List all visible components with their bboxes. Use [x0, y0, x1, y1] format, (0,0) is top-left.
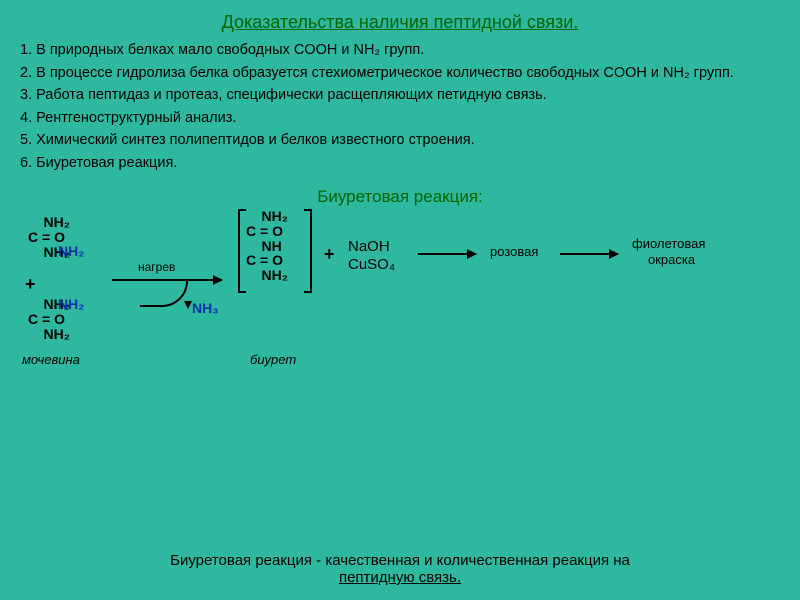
- evidence-point-2: 2. В процессе гидролиза белка образуется…: [20, 64, 780, 84]
- nh3-arrow: [140, 279, 188, 307]
- footer-underlined: пептидную связь.: [339, 569, 461, 586]
- plus-sign-2: +: [324, 245, 335, 264]
- violet-label-2: окраска: [648, 253, 695, 267]
- bracket-right: [304, 209, 312, 293]
- pink-arrow: [418, 253, 476, 255]
- violet-label-1: фиолетовая: [632, 237, 705, 251]
- reaction-title: Биуретовая реакция:: [20, 187, 780, 207]
- evidence-point-4: 4. Рентгеноструктурный анализ.: [20, 109, 780, 129]
- evidence-point-5: 5. Химический синтез полипептидов и белк…: [20, 131, 780, 151]
- reaction-scheme: NH₂ C = O NH₂ NH₂ + NH₂ C = O NH₂ NH₂ на…: [20, 215, 780, 396]
- footer-lead: Биуретовая реакция - качественная и коли…: [170, 552, 630, 569]
- reagent-cuso4: CuSO₄: [348, 257, 395, 273]
- pink-label: розовая: [490, 245, 538, 259]
- biuret-structure: NH₂ C = O NH C = O NH₂: [246, 209, 288, 282]
- leaving-nh2-top: NH₂: [58, 244, 84, 259]
- heat-label: нагрев: [138, 261, 175, 274]
- biuret-label: биурет: [250, 353, 296, 367]
- footer-sentence: Биуретовая реакция - качественная и коли…: [0, 552, 800, 586]
- violet-arrow: [560, 253, 618, 255]
- evidence-point-6: 6. Биуретовая реакция.: [20, 154, 780, 174]
- plus-sign-1: +: [25, 275, 36, 294]
- nh3-label: NH₃: [192, 301, 219, 316]
- evidence-point-3: 3. Работа пептидаз и протеаз, специфичес…: [20, 86, 780, 106]
- bracket-left: [238, 209, 246, 293]
- page-title: Доказательства наличия пептидной связи.: [20, 12, 780, 33]
- leaving-nh2-bot: NH₂: [58, 297, 84, 312]
- evidence-point-1: 1. В природных белках мало свободных COO…: [20, 41, 780, 61]
- reagent-naoh: NaOH: [348, 239, 390, 255]
- urea-label: мочевина: [22, 353, 80, 367]
